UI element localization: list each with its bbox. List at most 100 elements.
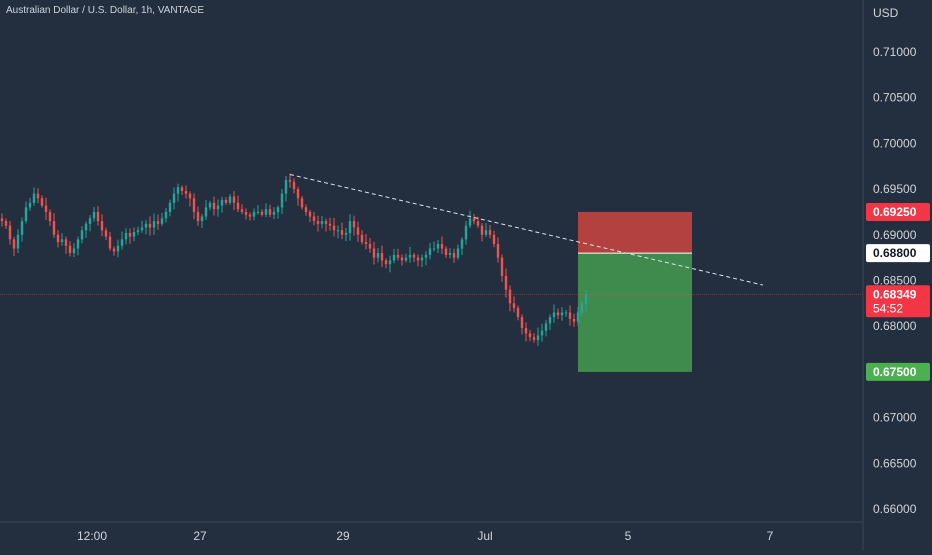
- candle-body: [288, 179, 292, 182]
- candle-body: [72, 248, 76, 254]
- candle-body: [60, 239, 64, 243]
- candle-body: [364, 242, 368, 244]
- candle-body: [384, 260, 388, 265]
- candle-body: [328, 223, 332, 226]
- price-axis[interactable]: USD 0.71000 0.70500 0.70000 0.69500 0.69000 0.…: [862, 0, 917, 550]
- candle-body: [568, 312, 572, 319]
- candle-body: [36, 193, 40, 199]
- candle-body: [92, 211, 96, 219]
- candle-body: [196, 211, 200, 222]
- price-tick-label: 0.66000: [873, 502, 917, 516]
- candle-body: [440, 243, 444, 249]
- candle-body: [44, 205, 48, 212]
- candle-body: [68, 245, 72, 254]
- current-price-label-text: 0.68349: [873, 287, 917, 301]
- current-price-label: [866, 285, 930, 318]
- candle-body: [360, 234, 364, 243]
- price-tick-label: 0.68500: [873, 274, 917, 288]
- candle-body: [556, 312, 560, 316]
- price-tick-label: 0.71000: [873, 45, 917, 59]
- reward-zone: [578, 253, 692, 372]
- candle-body: [504, 275, 508, 290]
- candle-body: [48, 211, 52, 222]
- candle-body: [388, 260, 392, 265]
- candle-body: [516, 307, 520, 318]
- candle-body: [352, 221, 356, 228]
- candle-body: [484, 230, 488, 235]
- candle-body: [308, 211, 312, 217]
- candle-body: [420, 257, 424, 261]
- price-tick-label: 0.69500: [873, 182, 917, 196]
- candle-body: [224, 200, 228, 203]
- candle-body: [456, 248, 460, 258]
- candle-body: [76, 239, 80, 249]
- candle-body: [88, 218, 92, 224]
- candle-body: [404, 257, 408, 261]
- candle-body: [8, 225, 12, 240]
- candle-body: [292, 181, 296, 190]
- candle-body: [20, 221, 24, 235]
- candle-body: [228, 196, 232, 203]
- candle-body: [296, 189, 300, 199]
- price-tick-label: 0.70500: [873, 91, 917, 105]
- candle-body: [356, 227, 360, 235]
- candle-body: [552, 312, 556, 318]
- candle-body: [164, 211, 168, 219]
- candle-body: [268, 209, 272, 215]
- candle-body: [32, 193, 36, 203]
- candle-body: [208, 202, 212, 208]
- price-tick-label: 0.67000: [873, 411, 917, 425]
- candle-body: [524, 328, 528, 334]
- price-tick-label: 0.68000: [873, 319, 917, 333]
- candle-body: [424, 254, 428, 258]
- candle-body: [100, 221, 104, 231]
- candle-body: [132, 232, 136, 237]
- candle-body: [336, 230, 340, 232]
- candle-body: [12, 239, 16, 249]
- candle-body: [248, 214, 252, 217]
- candle-body: [468, 218, 472, 226]
- target-price-label-text: 0.67500: [873, 365, 917, 379]
- candle-body: [172, 193, 176, 203]
- candle-body: [444, 248, 448, 255]
- candle-body: [264, 209, 268, 215]
- candle-body: [312, 216, 316, 222]
- candle-body: [216, 205, 220, 210]
- time-tick-label: 27: [193, 529, 207, 543]
- candle-body: [544, 323, 548, 331]
- candle-body: [112, 248, 116, 252]
- candle-body: [108, 236, 112, 249]
- candle-body: [476, 221, 480, 226]
- candle-body: [176, 187, 180, 194]
- overlays: [0, 173, 863, 295]
- candle-body: [436, 243, 440, 249]
- candle-body: [576, 312, 580, 322]
- candle-body: [212, 202, 216, 210]
- time-axis[interactable]: 12:00 27 29 Jul 5 7: [0, 521, 863, 543]
- candle-body: [572, 318, 576, 322]
- risk-zone: [578, 211, 692, 254]
- candle-body: [244, 211, 248, 215]
- candle-body: [84, 223, 88, 231]
- candle-body: [272, 211, 276, 215]
- candle-body: [232, 196, 236, 203]
- candle-body: [340, 230, 344, 235]
- candle-body: [192, 198, 196, 212]
- candle-body: [332, 225, 336, 231]
- entry-price-label: [866, 244, 930, 263]
- candle-body: [124, 232, 128, 240]
- candle-body: [220, 200, 224, 206]
- symbol-title[interactable]: Australian Dollar / U.S. Dollar, 1h, VAN…: [6, 5, 205, 16]
- candle-body: [540, 330, 544, 336]
- candle-body: [320, 221, 324, 224]
- candle-body: [580, 303, 584, 313]
- position-zones[interactable]: [578, 211, 692, 372]
- candle-body: [416, 257, 420, 261]
- candle-body: [412, 254, 416, 258]
- candle-body: [344, 232, 348, 235]
- candle-body: [496, 243, 500, 258]
- candle-body: [368, 243, 372, 249]
- candle-body: [564, 312, 568, 314]
